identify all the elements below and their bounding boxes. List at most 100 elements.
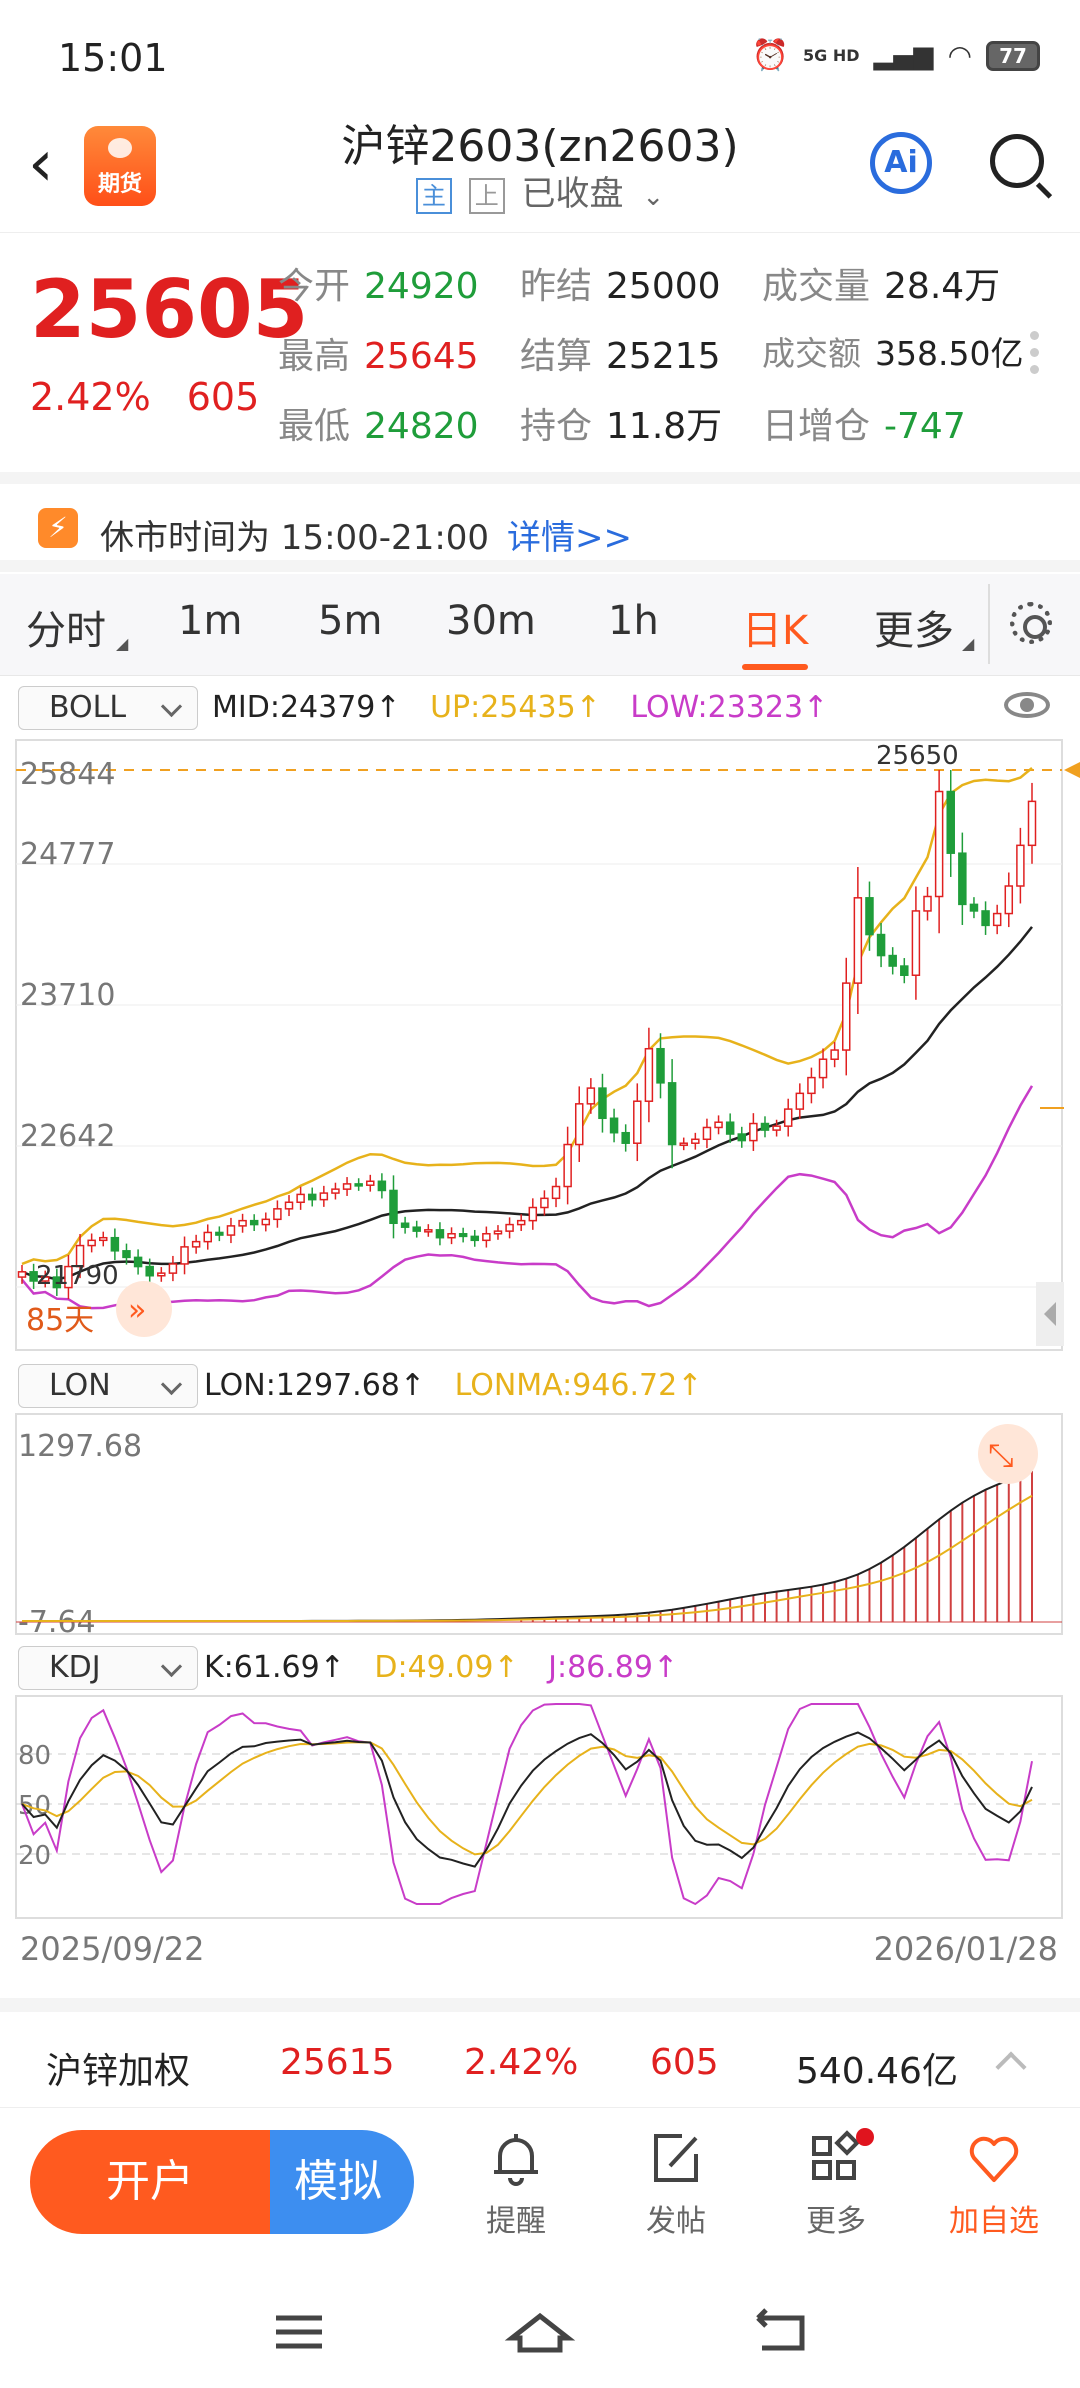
- chevron-left-icon[interactable]: [1044, 1302, 1056, 1326]
- candle: [574, 1103, 584, 1146]
- price-axis: 25844 24777 23710 22642: [20, 757, 115, 1154]
- tab-30m[interactable]: 30m: [446, 598, 536, 644]
- battery-icon: 77: [986, 40, 1040, 71]
- high-label: 25650: [876, 741, 959, 771]
- notice-text: 休市时间为 15:00-21:00 详情>>: [100, 510, 632, 559]
- search-icon[interactable]: [990, 134, 1044, 188]
- tab-intraday[interactable]: 分时: [26, 608, 106, 654]
- tab-5m[interactable]: 5m: [318, 598, 383, 644]
- candle: [667, 1082, 677, 1146]
- candle: [842, 982, 851, 1051]
- candle: [447, 1233, 456, 1239]
- candle: [923, 895, 932, 912]
- field-prev-settle: 昨结 25000: [520, 266, 721, 307]
- candle: [110, 1236, 120, 1252]
- lon-value: LON:1297.68↑: [204, 1368, 426, 1403]
- summary-pct: 2.42%: [464, 2042, 579, 2083]
- candle: [865, 897, 874, 936]
- market-status[interactable]: 已收盘: [521, 174, 624, 214]
- menu-icon[interactable]: [276, 2315, 322, 2349]
- date-start: 2025/09/22: [20, 1930, 205, 1968]
- remind-button[interactable]: 提醒: [456, 2128, 576, 2240]
- network-label: 5G HD: [803, 46, 860, 65]
- notice-bar: ⚡ 休市时间为 15:00-21:00 详情>>: [0, 472, 1080, 572]
- field-settle: 结算 25215: [520, 336, 721, 377]
- chevron-up-icon[interactable]: [995, 2051, 1027, 2083]
- change-percent: 2.42%: [30, 375, 151, 419]
- field-low: 最低 24820: [278, 406, 479, 447]
- eye-icon[interactable]: [1004, 692, 1050, 718]
- expand-arrows-icon[interactable]: ⤡: [988, 1436, 1014, 1474]
- page-title: 沪锌2603(zn2603): [341, 121, 739, 172]
- candle: [969, 903, 979, 912]
- candle: [888, 954, 897, 967]
- remind-label: 提醒: [486, 2204, 546, 2239]
- app-logo[interactable]: 期货: [84, 126, 156, 206]
- tab-daily-k[interactable]: 日K: [742, 598, 809, 670]
- candle: [226, 1225, 236, 1236]
- kdj-selector[interactable]: KDJ: [18, 1646, 198, 1690]
- candle: [458, 1233, 468, 1238]
- back-icon[interactable]: ‹: [28, 127, 54, 201]
- tab-more[interactable]: 更多: [874, 608, 954, 654]
- chevron-down-icon[interactable]: ⌄: [642, 182, 665, 212]
- expand-button[interactable]: [116, 1281, 172, 1337]
- double-chevron-icon[interactable]: »: [128, 1293, 146, 1328]
- gear-icon[interactable]: [1010, 602, 1052, 644]
- candle: [238, 1219, 247, 1227]
- ai-icon[interactable]: Ai: [870, 132, 932, 194]
- lon-selector[interactable]: LON: [18, 1364, 198, 1408]
- candle: [830, 1049, 839, 1060]
- candle: [400, 1222, 410, 1228]
- fullscreen-button[interactable]: [978, 1424, 1038, 1484]
- post-button[interactable]: 发帖: [616, 2128, 736, 2240]
- more-button[interactable]: 更多: [776, 2128, 896, 2240]
- boll-selector[interactable]: BOLL: [18, 686, 198, 730]
- exchange-tag[interactable]: 上: [468, 177, 505, 214]
- y-tick: 25844: [20, 757, 115, 792]
- notice-details-link[interactable]: 详情>>: [507, 518, 633, 558]
- kdj-k: K:61.69↑: [204, 1650, 345, 1685]
- main-tag[interactable]: 主: [415, 177, 452, 214]
- tab-1h[interactable]: 1h: [608, 598, 659, 644]
- candle: [354, 1183, 363, 1187]
- kline-chart[interactable]: 25844 24777 23710 22642 25650 21790 85天 …: [0, 732, 1080, 1354]
- candle: [981, 910, 990, 927]
- candle: [1016, 844, 1025, 887]
- back-nav-icon[interactable]: [756, 2308, 805, 2351]
- lon-indicator-row: LON LON:1297.68↑ LONMA:946.72↑: [0, 1360, 1080, 1410]
- boll-values: MID:24379↑ UP:25435↑ LOW:23323↑: [212, 690, 848, 725]
- dropdown-triangle-icon: ◢: [116, 634, 129, 653]
- candle: [586, 1087, 596, 1105]
- lon-chart[interactable]: 1297.68 -7.64 ⤡: [0, 1410, 1080, 1638]
- candle: [122, 1250, 131, 1259]
- heart-icon: [934, 2128, 1054, 2190]
- system-nav-bar: [276, 2308, 805, 2353]
- last-price-marker-icon: [1064, 762, 1080, 778]
- candle: [818, 1058, 828, 1079]
- kdj-tick: 80: [18, 1741, 51, 1771]
- summary-name: 沪锌加权: [46, 2051, 191, 2092]
- home-icon[interactable]: [504, 2312, 576, 2353]
- candle: [366, 1180, 375, 1186]
- weighted-summary-row[interactable]: 沪锌加权 25615 2.42% 605 540.46亿: [0, 1998, 1080, 2108]
- field-volume: 成交量 28.4万: [762, 266, 1001, 307]
- candle: [296, 1193, 305, 1204]
- more-dots-icon[interactable]: [1030, 323, 1040, 382]
- add-favorite-button[interactable]: 加自选: [934, 2128, 1054, 2240]
- candle: [563, 1143, 572, 1188]
- candle: [702, 1126, 712, 1141]
- boll-mid: MID:24379↑: [212, 690, 401, 725]
- tab-1m[interactable]: 1m: [178, 598, 243, 644]
- dropdown-triangle-icon: ◢: [962, 634, 975, 653]
- open-account-button[interactable]: 开户: [30, 2130, 270, 2234]
- wifi-icon: ◠: [947, 39, 972, 72]
- kdj-chart[interactable]: 80 50 20: [0, 1692, 1080, 1922]
- lon-values: LON:1297.68↑ LONMA:946.72↑: [204, 1368, 722, 1403]
- candle: [911, 910, 921, 976]
- field-open: 今开 24920: [278, 266, 479, 307]
- candle: [29, 1271, 38, 1282]
- candle: [145, 1265, 154, 1277]
- candle: [598, 1087, 607, 1120]
- candle: [203, 1231, 212, 1243]
